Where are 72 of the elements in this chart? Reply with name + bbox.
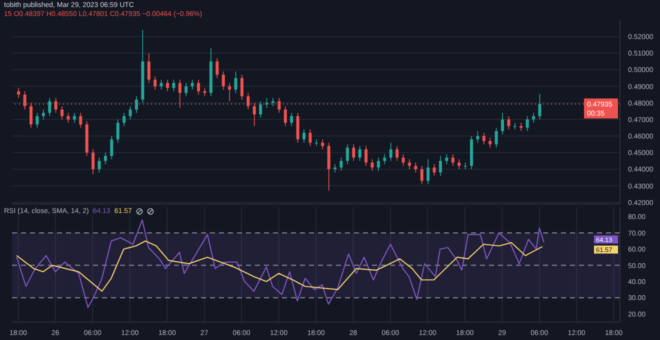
candlestick — [340, 157, 343, 172]
candlestick — [92, 148, 95, 175]
candlestick — [389, 142, 392, 162]
candlestick — [526, 116, 529, 132]
candlestick — [420, 165, 424, 185]
candlestick — [501, 112, 504, 135]
candlestick — [376, 157, 380, 172]
candlestick — [122, 112, 126, 126]
candlestick — [222, 70, 225, 90]
candlestick — [352, 144, 356, 162]
line-series — [16, 219, 545, 308]
candlestick — [402, 154, 405, 166]
candlestick — [110, 136, 114, 160]
candlestick — [172, 79, 176, 92]
candlestick — [513, 122, 516, 130]
candlestick — [314, 138, 318, 146]
candlestick — [296, 112, 300, 144]
candlestick — [284, 106, 287, 126]
line-series — [16, 240, 543, 292]
candlestick — [116, 119, 120, 144]
candlestick — [396, 146, 399, 162]
candlestick — [408, 158, 411, 170]
candlestick — [302, 129, 306, 144]
candlestick — [234, 70, 238, 94]
candlestick — [426, 158, 430, 185]
candlestick — [36, 112, 39, 128]
candlestick — [520, 122, 523, 132]
candlestick — [538, 93, 542, 120]
candlestick — [79, 112, 82, 128]
candlestick — [128, 106, 132, 120]
candlestick — [327, 142, 330, 192]
candlestick — [104, 152, 107, 165]
candlestick — [532, 112, 536, 124]
candlestick — [228, 82, 232, 102]
candlestick — [476, 130, 480, 144]
candlestick — [507, 116, 510, 130]
candlestick — [414, 162, 418, 173]
candlestick — [190, 79, 194, 90]
candlestick — [216, 58, 219, 78]
candlestick — [334, 164, 337, 173]
candlestick — [494, 127, 498, 148]
candlestick — [197, 79, 200, 95]
candlestick — [438, 156, 442, 176]
candlestick — [147, 52, 150, 84]
candlestick — [98, 157, 101, 173]
candlestick — [308, 129, 312, 146]
candlestick — [240, 74, 244, 100]
candlestick — [259, 100, 262, 118]
candlestick — [432, 164, 436, 176]
candlestick — [451, 154, 454, 166]
candlestick — [488, 137, 492, 148]
candlestick — [290, 112, 294, 126]
candlestick — [134, 96, 138, 114]
candlestick — [48, 98, 52, 117]
candlestick — [346, 144, 349, 165]
candlestick — [60, 106, 64, 120]
candlestick — [383, 154, 386, 165]
candlestick — [42, 109, 45, 120]
candlestick — [364, 146, 368, 166]
candlestick — [445, 154, 448, 165]
candlestick — [66, 112, 70, 124]
candlestick — [321, 138, 324, 150]
candlestick — [72, 112, 76, 124]
candlestick — [17, 88, 20, 98]
candlestick — [184, 82, 188, 97]
candlestick — [358, 146, 362, 162]
candlestick — [160, 79, 163, 90]
candlestick — [370, 158, 374, 172]
candlestick — [458, 158, 461, 170]
candlestick — [154, 76, 157, 90]
candlestick — [482, 132, 486, 145]
candlestick — [166, 79, 169, 92]
